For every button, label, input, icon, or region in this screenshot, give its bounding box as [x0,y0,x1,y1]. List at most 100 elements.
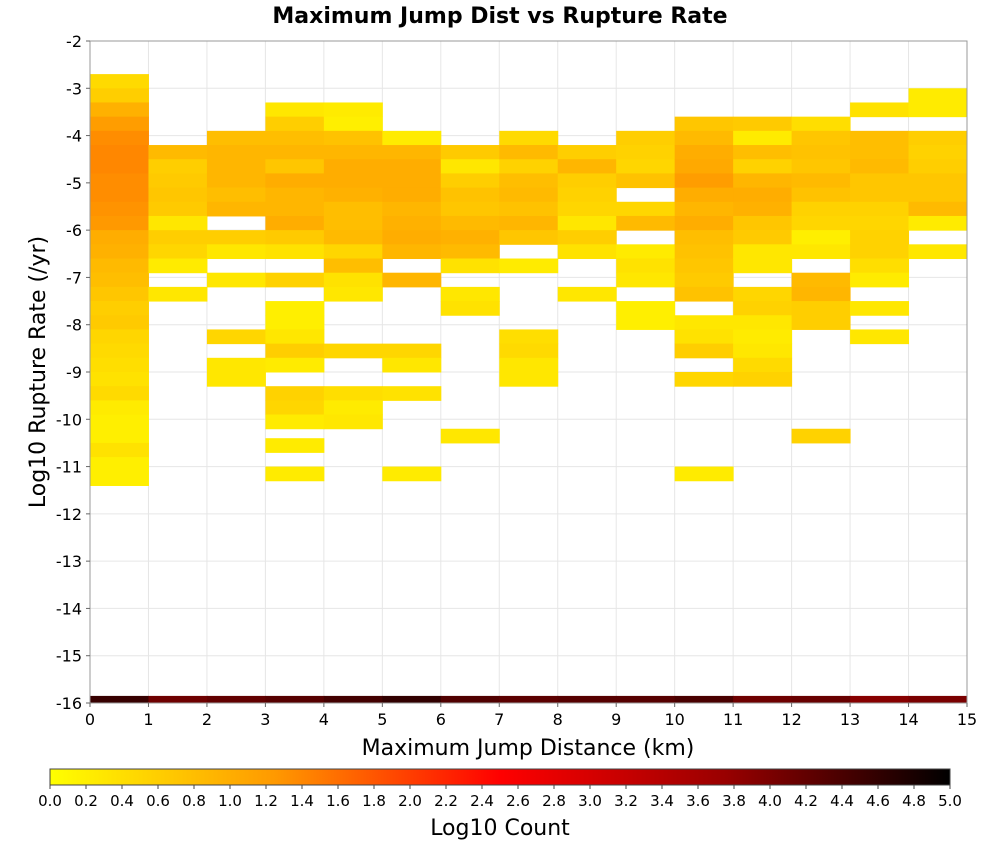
heatmap-cell [674,272,734,288]
heatmap-cell [206,230,266,245]
heatmap-cell [557,286,617,302]
heatmap-cell [382,244,442,260]
heatmap-cell [440,230,500,245]
y-tick-label: -16 [56,694,82,713]
heatmap-cell [382,357,442,373]
heatmap-cell [791,130,851,146]
heatmap-cell [382,173,442,189]
heatmap-cell [206,244,266,260]
heatmap-cell [440,244,500,260]
heatmap-cell [265,414,325,430]
x-tick-label: 12 [781,710,801,729]
heatmap-cell [616,244,676,260]
y-tick-label: -14 [56,599,82,618]
heatmap-cell [148,145,208,160]
heatmap-cell-bottom [323,695,383,703]
colorbar-tick-label: 0.6 [146,792,170,810]
y-tick-label: -15 [56,647,82,666]
heatmap-cell [206,187,266,203]
heatmap-cell [674,201,734,217]
heatmap-cell [733,329,793,345]
colorbar-tick-label: 1.4 [290,792,314,810]
heatmap-cell [206,173,266,189]
x-tick-label: 10 [664,710,684,729]
x-axis-ticks: 0 1 2 3 4 5 6 7 8 9 10 11 12 13 14 15 [85,703,977,729]
heatmap-cell [733,343,793,359]
heatmap-cell [323,286,383,302]
colorbar-tick-label: 3.6 [686,792,710,810]
colorbar-ticks: 0.0 0.2 0.4 0.6 0.8 1.0 1.2 1.4 1.6 1.8 2.0 2.2 2.4 2… [38,785,962,810]
heatmap-cell [440,215,500,231]
heatmap-cell [90,471,149,486]
heatmap-cell [674,329,734,345]
heatmap-cell [90,88,149,103]
colorbar-tick-label: 4.6 [866,792,890,810]
heatmap-cell [323,258,383,274]
heatmap-cell [557,145,617,160]
heatmap-cell-bottom [440,695,500,703]
colorbar-tick-label: 2.2 [434,792,458,810]
heatmap-cell [674,286,734,302]
heatmap-cell [148,159,208,174]
heatmap-cell [90,400,149,416]
heatmap-cell [90,187,149,203]
heatmap-cell [791,116,851,132]
heatmap-cell [382,386,442,401]
heatmap-cell [499,130,559,146]
heatmap-cell [90,145,149,160]
heatmap-cell [90,116,149,132]
colorbar-tick-label: 4.8 [902,792,926,810]
heatmap-cell [616,173,676,189]
colorbar-tick-label: 1.8 [362,792,386,810]
heatmap-cell [323,386,383,401]
heatmap-cell [265,159,325,174]
heatmap-cell [850,201,910,217]
colorbar-tick-label: 2.8 [542,792,566,810]
heatmap-cell [323,230,383,245]
heatmap-cell-bottom [382,695,442,703]
heatmap-cell [850,301,910,316]
x-tick-label: 14 [898,710,918,729]
heatmap-cell [206,272,266,288]
colorbar-tick-label: 3.2 [614,792,638,810]
heatmap-cell [90,244,149,260]
heatmap-cell [148,215,208,231]
colorbar-tick-label: 0.0 [38,792,62,810]
heatmap-cell [499,357,559,373]
heatmap-cell [382,466,442,482]
heatmap-cell [90,372,149,387]
heatmap-cell [323,244,383,260]
colorbar-tick-label: 2.6 [506,792,530,810]
heatmap-cell [791,145,851,160]
heatmap-cell [791,201,851,217]
colorbar-tick-label: 4.2 [794,792,818,810]
heatmap-cell [90,414,149,430]
heatmap-cell [440,428,500,444]
y-tick-label: -6 [66,221,82,240]
heatmap-cell [733,301,793,316]
heatmap-cell [90,102,149,118]
heatmap-cell [499,230,559,245]
heatmap-cell [382,272,442,288]
heatmap-cell [674,230,734,245]
heatmap-cell [90,230,149,245]
heatmap-cell [733,130,793,146]
x-axis-label: Maximum Jump Distance (km) [362,736,695,761]
heatmap-cell [791,428,851,444]
heatmap-cell [148,201,208,217]
heatmap-cell [323,215,383,231]
heatmap-cell-bottom [733,695,793,703]
heatmap-cell [440,187,500,203]
heatmap-cell [616,258,676,274]
heatmap-cell [616,215,676,231]
heatmap-cell-bottom [206,695,266,703]
heatmap-cell [908,173,968,189]
heatmap-cell [206,130,266,146]
y-tick-label: -10 [56,410,82,429]
heatmap-cell [265,272,325,288]
x-tick-label: 7 [494,710,504,729]
heatmap-cell [148,258,208,274]
y-tick-label: -5 [66,174,82,193]
heatmap-cell [265,400,325,416]
heatmap-cell [674,258,734,274]
